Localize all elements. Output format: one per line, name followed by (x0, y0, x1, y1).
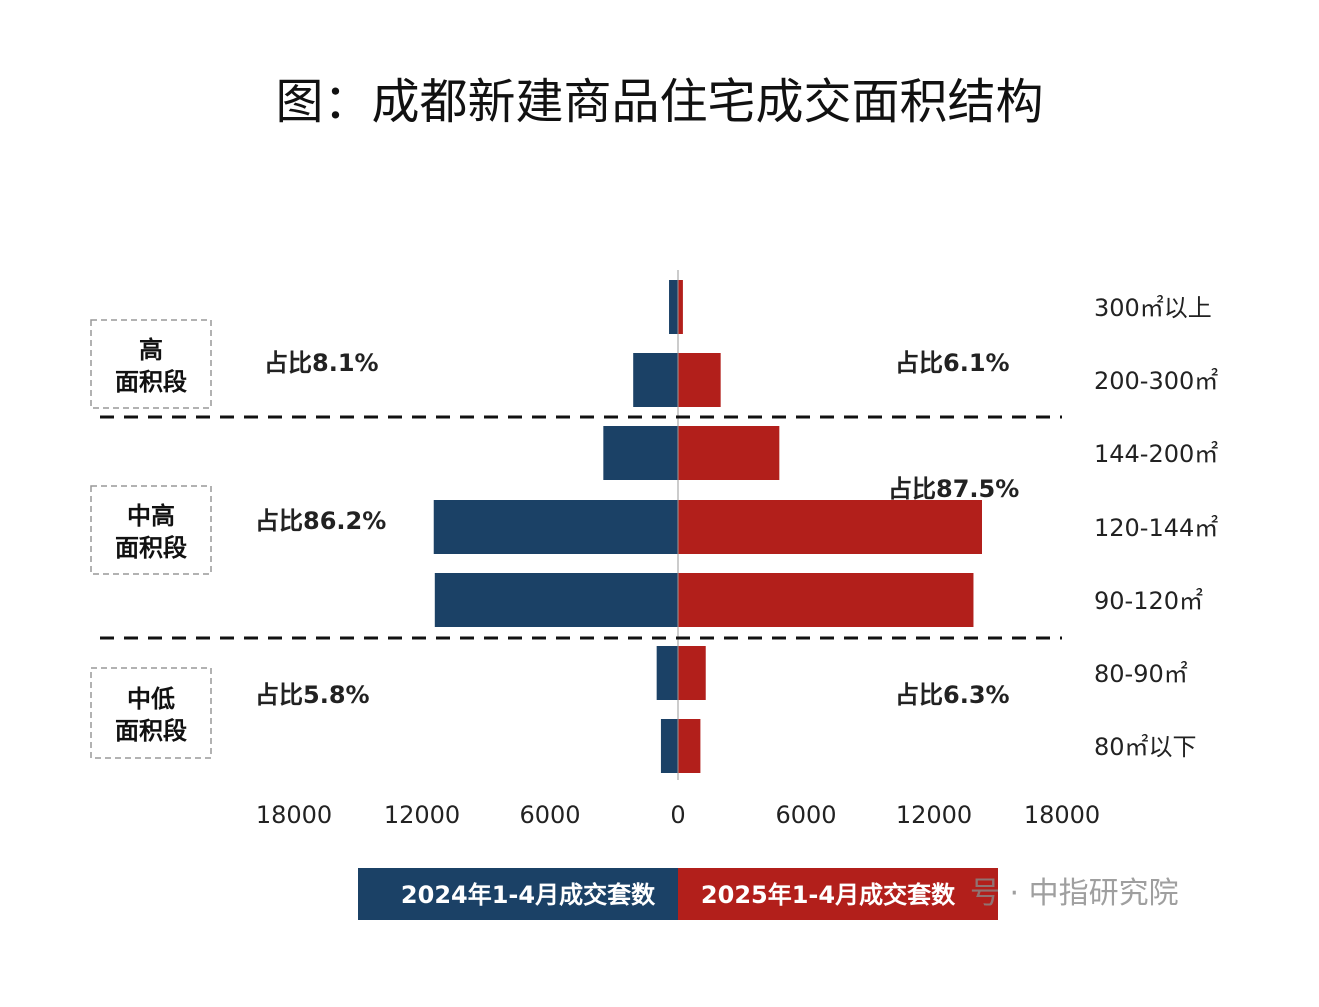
category-label: 80-90㎡ (1094, 660, 1188, 688)
bar-2025 (678, 646, 706, 700)
bar-2025 (678, 719, 701, 773)
share-2024-label: 占比86.2% (255, 507, 386, 535)
group-box (90, 319, 212, 409)
legend-label-2025: 2025年1-4月成交套数 (701, 881, 956, 909)
x-tick-label: 12000 (896, 801, 972, 829)
group-label: 高 (139, 336, 163, 364)
group-label: 中低 (127, 685, 175, 713)
bar-2024 (434, 573, 678, 627)
category-label: 144-200㎡ (1094, 440, 1218, 468)
x-tick-label: 6000 (519, 801, 580, 829)
category-label: 80㎡以下 (1094, 733, 1197, 761)
category-label: 200-300㎡ (1094, 367, 1218, 395)
bar-2025 (678, 426, 780, 480)
bar-2024 (660, 719, 678, 773)
x-tick-label: 0 (670, 801, 685, 829)
legend-swatch-2025 (678, 868, 998, 920)
x-tick-label: 18000 (256, 801, 332, 829)
bar-2025 (678, 573, 974, 627)
share-2024-label: 占比8.1% (264, 349, 379, 377)
group-box (90, 667, 212, 759)
x-tick-label: 12000 (384, 801, 460, 829)
legend-label-2024: 2024年1-4月成交套数 (401, 881, 656, 909)
bar-2024 (656, 646, 678, 700)
bar-2024 (633, 353, 678, 407)
category-label: 90-120㎡ (1094, 587, 1203, 615)
group-label: 面积段 (115, 368, 187, 396)
group-label: 面积段 (115, 534, 187, 562)
legend-swatch-2024 (358, 868, 678, 920)
bar-2025 (678, 280, 683, 334)
group-label: 中高 (127, 502, 175, 530)
group-label: 面积段 (115, 717, 187, 745)
chart-title: 图：成都新建商品住宅成交面积结构 (275, 74, 1044, 130)
category-label: 300㎡以上 (1094, 294, 1212, 322)
category-label: 120-144㎡ (1094, 514, 1218, 542)
bar-2025 (678, 500, 982, 554)
share-2025-label: 占比87.5% (888, 475, 1019, 503)
watermark-text: 号 · 中指研究院 (970, 876, 1179, 911)
group-box (90, 485, 212, 575)
x-tick-label: 6000 (775, 801, 836, 829)
bar-2025 (678, 353, 721, 407)
share-2025-label: 占比6.1% (895, 349, 1010, 377)
bar-2024 (603, 426, 678, 480)
share-2025-label: 占比6.3% (895, 681, 1010, 709)
x-tick-label: 18000 (1024, 801, 1100, 829)
bar-2024 (433, 500, 678, 554)
share-2024-label: 占比5.8% (255, 681, 370, 709)
bar-2024 (669, 280, 678, 334)
